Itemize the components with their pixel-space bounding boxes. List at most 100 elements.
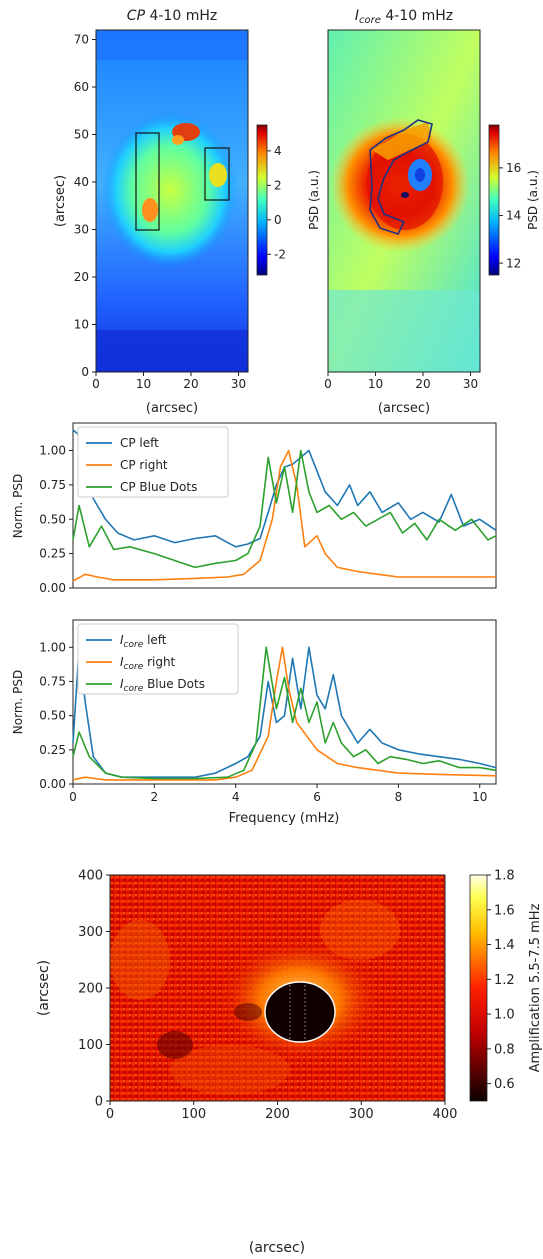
cp-colorbar-tick-label: 4 xyxy=(274,144,282,158)
amplification-colorbar-tick-label: 0.8 xyxy=(494,1042,515,1057)
icore-spectra-axes: 0.00 0.25 0.50 0.75 1.00 0 2 4 6 8 10 xyxy=(39,640,487,804)
cp-map-xlabel: (arcsec) xyxy=(146,401,198,416)
amplification-map-ytick-label: 400 xyxy=(78,869,103,884)
cp-map-ytick-label: 60 xyxy=(74,80,89,94)
icore-spectra-ytick-label: 0.25 xyxy=(39,743,66,757)
cp-spectra-ytick-label: 0.25 xyxy=(39,547,66,561)
amplification-map-ytick-label: 0 xyxy=(95,1095,103,1110)
amplification-map-ylabel: (arcsec) xyxy=(36,960,52,1016)
icore-spectra-xtick-label: 4 xyxy=(232,790,240,804)
cp-colorbar-ticks: -2 0 2 4 xyxy=(267,144,286,262)
icore-spectra-ytick-label: 1.00 xyxy=(39,640,66,654)
cp-map-image xyxy=(96,30,248,372)
cp-map-ytick-label: 50 xyxy=(74,128,89,142)
amplification-map-ytick-label: 100 xyxy=(78,1038,103,1053)
cp-spectra-panel: 0.00 0.25 0.50 0.75 1.00 Norm. PSD CP left C… xyxy=(11,422,497,595)
amplification-colorbar-label: Amplification 5.5-7.5 mHz xyxy=(528,903,543,1072)
cp-spectra-ylabel: Norm. PSD xyxy=(11,474,25,538)
icore-map-xtick-label: 0 xyxy=(324,377,332,391)
cp-box-left xyxy=(135,132,160,231)
icore-spectra-xtick-label: 10 xyxy=(472,790,487,804)
icore-spectra-xtick-label: 2 xyxy=(151,790,159,804)
cp-colorbar-label: PSD (a.u.) xyxy=(307,170,321,230)
amplification-map-image xyxy=(110,875,445,1101)
cp-colorbar-tick-label: 0 xyxy=(274,213,282,227)
icore-spectra-panel: 0.00 0.25 0.50 0.75 1.00 0 2 4 6 8 10 Norm. PSD Fr… xyxy=(11,619,497,826)
cp-map-title: CP 4-10 mHz xyxy=(127,8,217,24)
icore-spectra-xtick-label: 6 xyxy=(313,790,321,804)
cp-spectra-legend: CP left CP right CP Blue Dots xyxy=(77,426,229,498)
icore-colorbar-tick-label: 12 xyxy=(506,256,521,270)
cp-box-right xyxy=(204,147,230,201)
icore-map-panel: Icore 4-10 mHz 0 10 20 30 (arcsec) 12 14 16 P… xyxy=(324,8,540,416)
amplification-colorbar-ticks: 0.6 0.8 1.0 1.2 1.4 1.6 1.8 xyxy=(487,869,515,1092)
legend-label-cp-left: CP left xyxy=(120,436,159,450)
sunspot-umbra xyxy=(264,981,336,1043)
cp-map-ytick-label: 40 xyxy=(74,175,89,189)
cp-map-xtick-label: 0 xyxy=(92,377,100,391)
icore-spectra-legend: Icore left Icore right Icore Blue Dots xyxy=(77,623,239,695)
icore-spectra-ytick-label: 0.50 xyxy=(39,709,66,723)
cp-spectra-ytick-label: 0.00 xyxy=(39,581,66,595)
cp-map-xtick-label: 30 xyxy=(231,377,246,391)
cp-map-ylabel: (arcsec) xyxy=(53,175,68,227)
icore-map-xtick-label: 30 xyxy=(463,377,478,391)
amplification-map-ytick-label: 300 xyxy=(78,925,103,940)
amplification-colorbar xyxy=(469,874,488,1102)
icore-spectra-series-2 xyxy=(72,646,497,780)
cp-spectra-ytick-label: 0.50 xyxy=(39,512,66,526)
icore-colorbar-tick-label: 14 xyxy=(506,209,521,223)
amplification-map-xtick-label: 300 xyxy=(349,1107,374,1122)
amplification-map-xlabel: (arcsec) xyxy=(249,1240,305,1256)
cp-map-ytick-label: 20 xyxy=(74,270,89,284)
cp-spectra-lines xyxy=(72,429,497,582)
cp-map-ytick-label: 30 xyxy=(74,223,89,237)
icore-spectra-ylabel: Norm. PSD xyxy=(11,670,25,734)
cp-colorbar-tick-label: -2 xyxy=(274,248,286,262)
legend-label-icore-left: Icore left xyxy=(120,633,167,650)
icore-colorbar xyxy=(488,124,500,276)
cp-colorbar xyxy=(256,124,268,276)
cp-spectra-axes: 0.00 0.25 0.50 0.75 1.00 xyxy=(39,444,73,595)
amplification-colorbar-tick-label: 1.2 xyxy=(494,973,515,988)
cp-map-axes: 0 10 20 30 0 10 20 30 40 50 60 70 xyxy=(74,33,246,391)
amplification-map-axes: 0 100 200 300 400 0 100 200 300 400 xyxy=(78,869,457,1122)
amplification-map-panel: 0 100 200 300 400 0 100 200 300 400 (arcsec) (arc… xyxy=(36,869,543,1256)
icore-colorbar-ticks: 12 14 16 xyxy=(499,161,521,270)
icore-colorbar-tick-label: 16 xyxy=(506,161,521,175)
cp-colorbar-tick-label: 2 xyxy=(274,179,282,193)
amplification-map-xtick-label: 200 xyxy=(265,1107,290,1122)
cp-spectra-series-1 xyxy=(72,449,496,582)
cp-map-ytick-label: 70 xyxy=(74,33,89,47)
legend-label-cp-right: CP right xyxy=(120,458,168,472)
amplification-map-xtick-label: 400 xyxy=(433,1107,458,1122)
icore-spectra-xtick-label: 8 xyxy=(395,790,403,804)
icore-map-image xyxy=(328,30,480,372)
cp-map-ytick-label: 10 xyxy=(74,318,89,332)
icore-map-title: Icore 4-10 mHz xyxy=(355,8,453,26)
cp-spectra-series-2 xyxy=(72,449,497,569)
amplification-colorbar-tick-label: 1.0 xyxy=(494,1008,515,1023)
amplification-map-ytick-label: 200 xyxy=(78,982,103,997)
icore-map-xlabel: (arcsec) xyxy=(378,401,430,416)
amplification-colorbar-tick-label: 1.6 xyxy=(494,903,515,918)
cp-spectra-ytick-label: 1.00 xyxy=(39,444,66,458)
icore-spectra-ytick-label: 0.75 xyxy=(39,675,66,689)
icore-map-xtick-label: 10 xyxy=(368,377,383,391)
icore-spectra-xtick-label: 0 xyxy=(69,790,77,804)
amplification-map-xtick-label: 0 xyxy=(106,1107,114,1122)
cp-map-xtick-label: 20 xyxy=(183,377,198,391)
amplification-colorbar-tick-label: 1.4 xyxy=(494,938,515,953)
icore-spectra-xlabel: Frequency (mHz) xyxy=(229,811,340,826)
amplification-colorbar-tick-label: 0.6 xyxy=(494,1077,515,1092)
legend-label-icore-blue-dots: Icore Blue Dots xyxy=(120,677,205,694)
icore-spectra-ytick-label: 0.00 xyxy=(39,777,66,791)
icore-spectra-series-1 xyxy=(72,646,497,781)
legend-label-icore-right: Icore right xyxy=(120,655,176,672)
cp-map-xtick-label: 10 xyxy=(136,377,151,391)
icore-map-xtick-label: 20 xyxy=(415,377,430,391)
cp-spectra-ytick-label: 0.75 xyxy=(39,478,66,492)
amplification-map-xtick-label: 100 xyxy=(181,1107,206,1122)
icore-spectra-lines xyxy=(72,646,497,781)
